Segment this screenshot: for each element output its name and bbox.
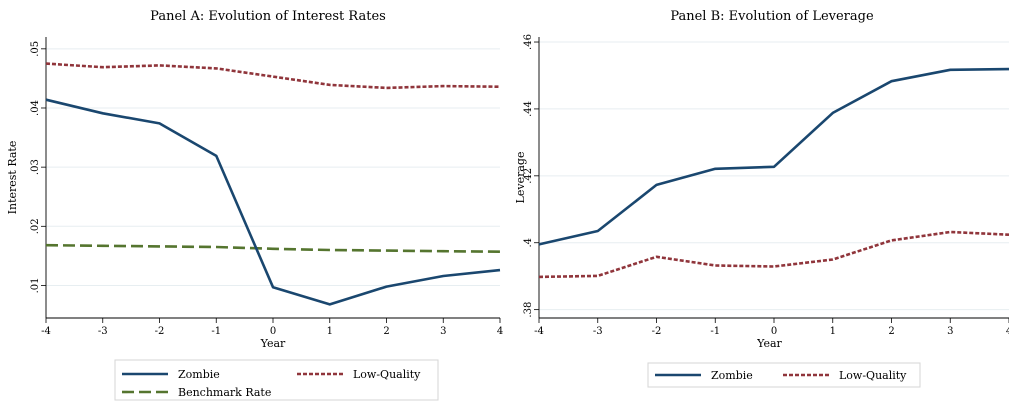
y-tick-label: .01 <box>30 278 41 294</box>
x-tick-label: 0 <box>270 326 276 337</box>
series-line-zombie <box>45 98 501 306</box>
x-tick-label: 3 <box>947 326 953 337</box>
y-axis-label: Interest Rate <box>6 141 19 215</box>
panel-b-leverage: Panel B: Evolution of Leverage .38 .4 .42 .4… <box>514 9 1009 388</box>
legend: Zombie Low-Quality Benchmark Rate <box>114 359 439 401</box>
y-tick-label: .46 <box>523 34 534 50</box>
legend-label: Zombie <box>711 369 753 382</box>
x-tick-label: 3 <box>440 326 446 337</box>
x-tick-label: -3 <box>98 326 108 337</box>
x-tick-label: 4 <box>1006 326 1009 337</box>
legend-label: Zombie <box>178 368 220 381</box>
x-tick-label: 1 <box>327 326 333 337</box>
chart-title: Panel A: Evolution of Interest Rates <box>150 9 386 24</box>
y-tick-label: .04 <box>30 100 41 116</box>
y-tick-label: .4 <box>523 238 534 248</box>
series-line-zombie <box>538 67 1009 246</box>
x-tick-label: 2 <box>383 326 389 337</box>
y-tick-label: .03 <box>30 159 41 175</box>
x-tick-label: -2 <box>652 326 662 337</box>
x-tick-label: -1 <box>710 326 720 337</box>
legend: Zombie Low-Quality <box>647 362 921 388</box>
y-tick-label: .38 <box>523 302 534 318</box>
series-line-low-quality <box>538 230 1009 279</box>
y-tick-label: .02 <box>30 218 41 234</box>
series-line-benchmark-rate <box>45 243 501 253</box>
x-tick-label: -2 <box>155 326 165 337</box>
panel-a-interest-rates: Panel A: Evolution of Interest Rates .01.… <box>6 9 503 401</box>
y-axis-label: Leverage <box>514 152 527 204</box>
legend-label: Low-Quality <box>839 369 907 382</box>
legend-box <box>114 359 439 401</box>
y-tick-label: .05 <box>30 41 41 57</box>
y-tick-label: .42 <box>523 168 534 184</box>
x-tick-label: 2 <box>888 326 894 337</box>
x-tick-label: -4 <box>41 326 51 337</box>
x-axis-label: Year <box>756 337 782 350</box>
legend-label: Low-Quality <box>353 368 421 381</box>
x-tick-label: -3 <box>593 326 603 337</box>
series-line-low-quality <box>45 62 501 90</box>
x-axis-label: Year <box>260 337 286 350</box>
chart-title: Panel B: Evolution of Leverage <box>670 9 874 24</box>
x-tick-label: 4 <box>497 326 503 337</box>
x-tick-label: -1 <box>211 326 221 337</box>
x-tick-label: 0 <box>771 326 777 337</box>
x-tick-label: -4 <box>534 326 544 337</box>
legend-label: Benchmark Rate <box>178 386 271 399</box>
x-tick-label: 1 <box>830 326 836 337</box>
y-tick-label: .44 <box>523 101 534 117</box>
